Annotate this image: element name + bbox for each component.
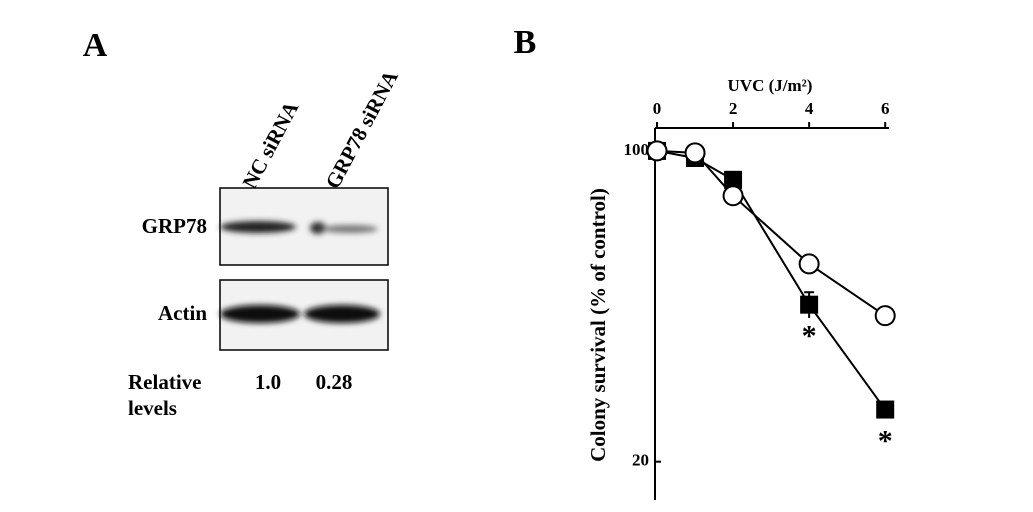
marker (722, 185, 744, 207)
marker (798, 253, 820, 275)
marker (684, 142, 706, 164)
marker (646, 140, 668, 162)
blot-label: Actin (158, 301, 207, 325)
x-tick-label: 0 (653, 99, 662, 118)
relative-value: 0.28 (316, 370, 353, 394)
marker (800, 295, 819, 314)
lane-label: NC siRNA (237, 97, 303, 193)
panel-label: A (83, 27, 108, 64)
annotation: * (878, 424, 893, 457)
relative-label: levels (128, 396, 177, 420)
band (220, 305, 380, 323)
relative-value: 1.0 (255, 370, 281, 394)
x-tick-label: 6 (881, 99, 890, 118)
y-tick-label: 100 (624, 140, 650, 159)
y-axis-label: Colony survival (% of control) (586, 188, 610, 462)
x-tick-label: 2 (729, 99, 738, 118)
panel-label: B (514, 24, 537, 61)
lane-label: GRP78 siRNA (320, 66, 403, 193)
marker (724, 170, 743, 189)
relative-label: Relative (128, 370, 201, 394)
x-tick-label: 4 (805, 99, 814, 118)
x-axis-label: UVC (J/m²) (728, 76, 813, 95)
blot-label: GRP78 (142, 214, 207, 238)
band (220, 221, 378, 234)
marker (876, 400, 895, 419)
marker (874, 305, 896, 327)
series-line (656, 149, 886, 317)
y-tick-label: 20 (632, 451, 649, 470)
annotation: * (802, 320, 817, 353)
series-line (656, 149, 887, 411)
